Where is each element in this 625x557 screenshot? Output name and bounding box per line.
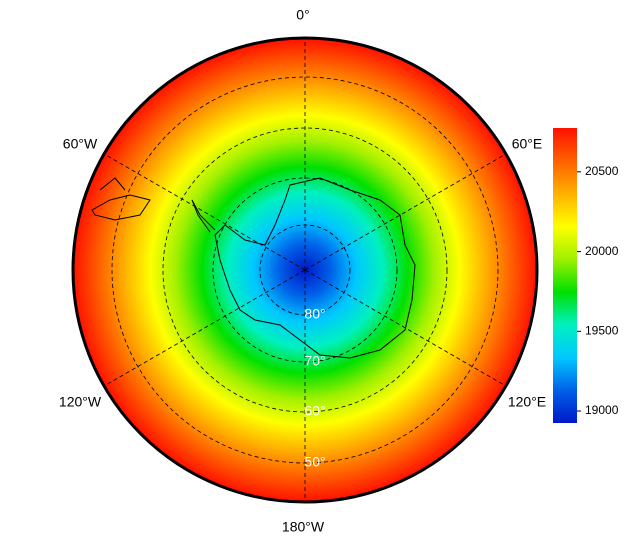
parallel-label: 80°	[304, 306, 325, 322]
parallel-label: 60°	[304, 403, 325, 419]
colorbar-tick-label: 19500	[585, 323, 619, 337]
colorbar-tick-label: 20000	[585, 244, 619, 258]
meridian-line	[304, 269, 507, 387]
meridian-label: 60°E	[512, 136, 543, 152]
parallel-line	[212, 177, 398, 363]
meridian-line	[103, 269, 306, 387]
colorbar	[553, 128, 577, 423]
meridian-line	[304, 153, 507, 271]
meridian-label: 180°W	[282, 519, 325, 535]
parallel-label: 70°	[304, 353, 325, 369]
colorbar-tick-label: 19000	[585, 403, 619, 417]
meridian-label: 120°W	[59, 394, 102, 410]
meridian-label: 0°	[296, 7, 309, 23]
parallel-label: 50°	[304, 454, 325, 470]
coastline	[91, 177, 416, 359]
meridian-label: 60°W	[63, 136, 98, 152]
meridian-label: 120°E	[508, 394, 546, 410]
colorbar-tick-label: 20500	[585, 164, 619, 178]
meridian-line	[103, 153, 306, 271]
